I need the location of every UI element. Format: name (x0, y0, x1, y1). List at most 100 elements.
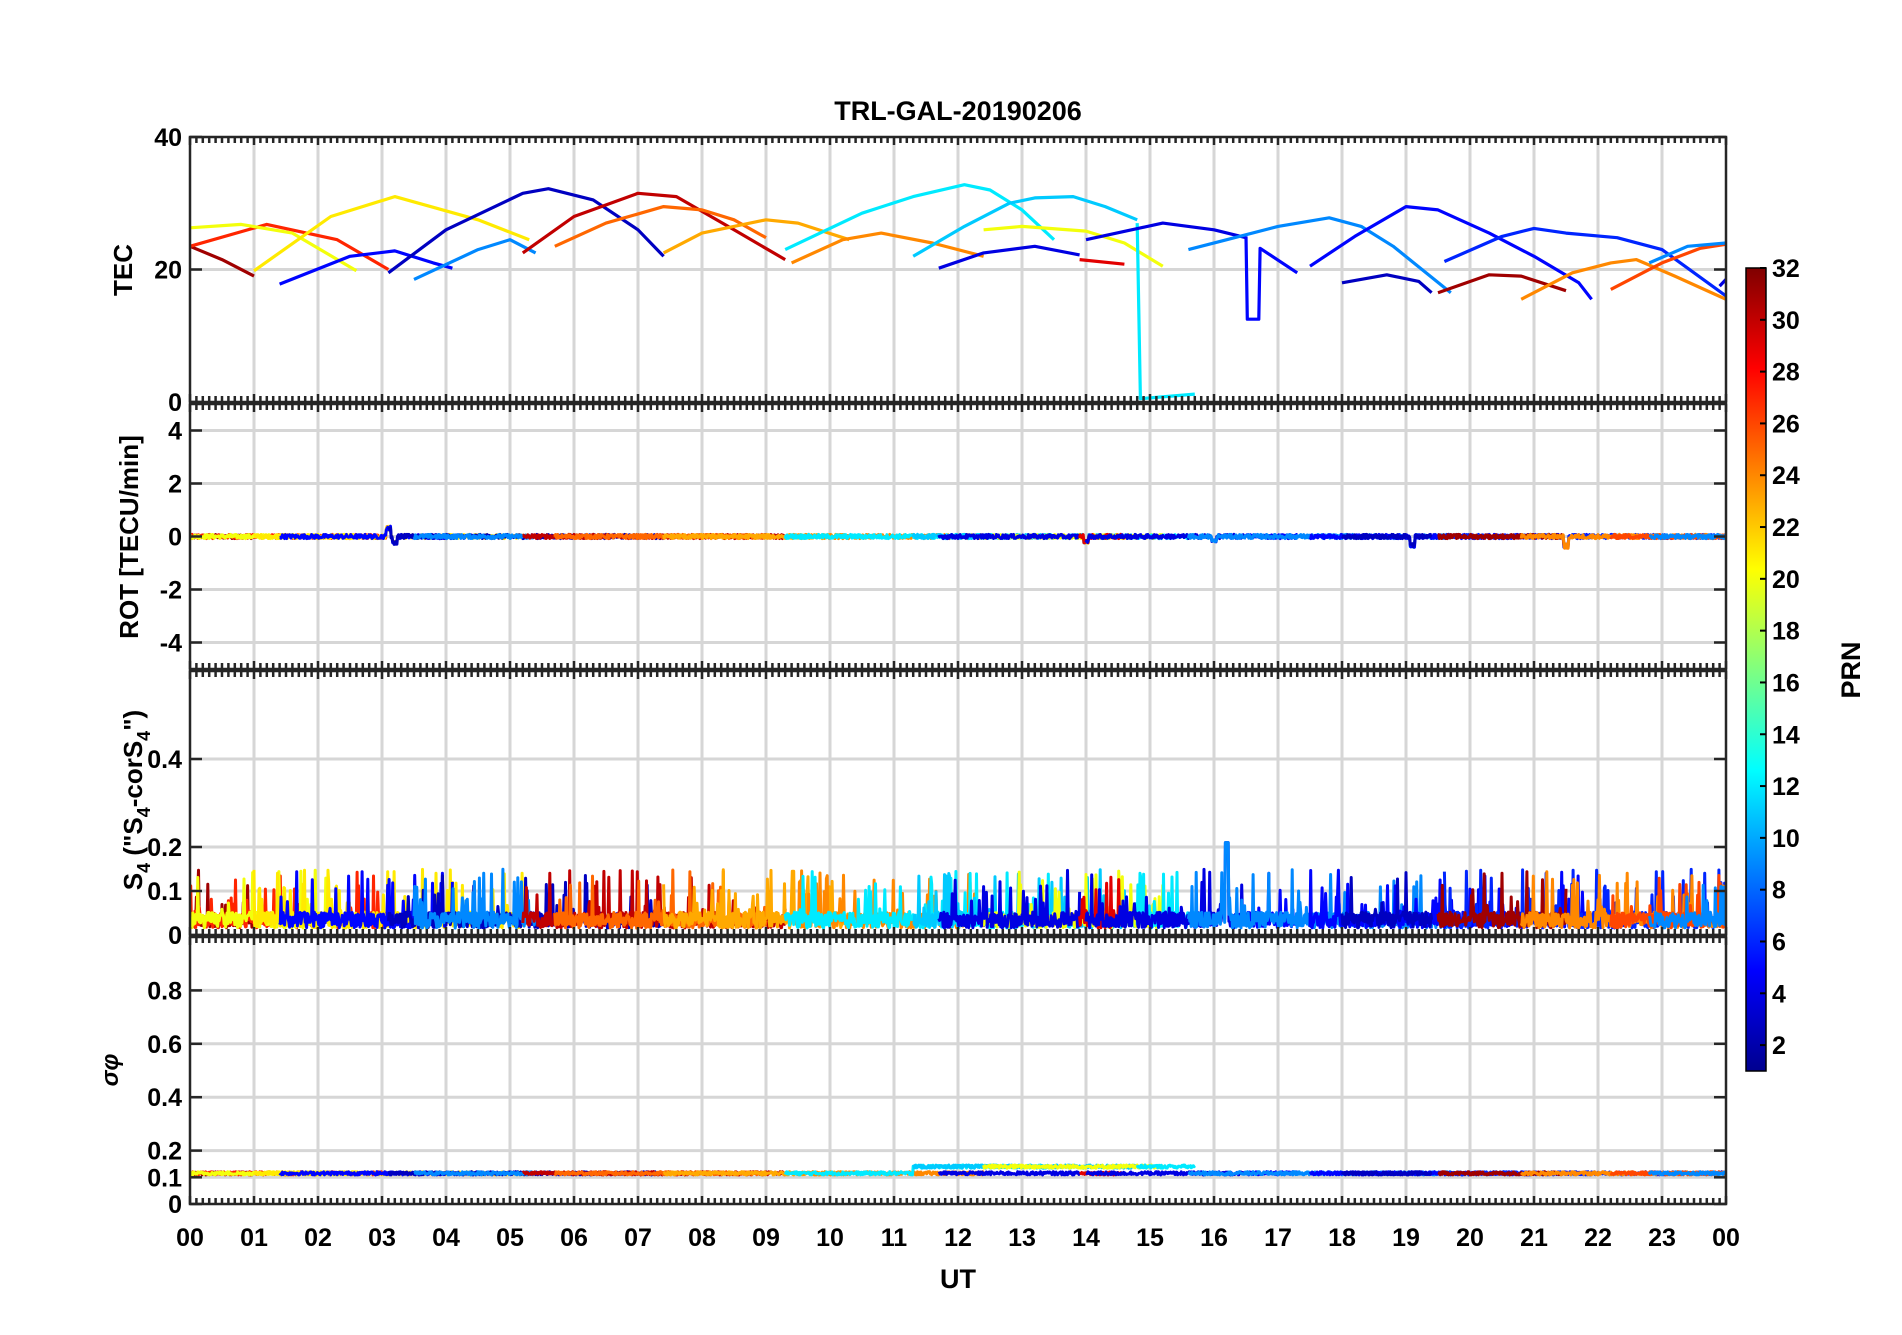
tec-series-line (190, 222, 358, 273)
rot-series-line (412, 532, 537, 541)
x-tick-label: 09 (752, 1224, 780, 1252)
colorbar-tick-label: 6 (1772, 928, 1786, 956)
s4-series-line (1647, 883, 1726, 930)
x-tick-label: 22 (1584, 1224, 1612, 1252)
tec-series-line (1610, 242, 1726, 291)
panel-tec-data (190, 183, 1726, 401)
tec-ylabel: TEC (108, 244, 138, 296)
tec-series-line (521, 191, 787, 261)
x-tick-label: 23 (1648, 1224, 1676, 1252)
tec-series-line (784, 183, 1056, 252)
sigma_phi-series-line (937, 1170, 1081, 1177)
y-tick-label: 0.6 (147, 1031, 182, 1059)
colorbar-tick-label: 30 (1772, 307, 1800, 335)
s4-ylabel: S4 ("S4-corS4") (118, 710, 154, 890)
tec-series-line (1188, 216, 1452, 294)
y-tick-label: 0 (168, 1191, 182, 1219)
x-tick-label: 00 (176, 1224, 204, 1252)
colorbar-tick-label: 10 (1772, 825, 1800, 853)
colorbar-tick-label: 12 (1772, 773, 1800, 801)
rot-ylabel: ROT [TECU/min] (114, 435, 144, 639)
x-tick-label: 08 (688, 1224, 716, 1252)
colorbar-tick-label: 8 (1772, 877, 1786, 905)
colorbar-tick-label: 32 (1772, 255, 1800, 283)
colorbar-tick-label: 22 (1772, 514, 1800, 542)
x-tick-label: 04 (432, 1224, 460, 1252)
tec-series-line (1244, 236, 1299, 321)
x-tick-label: 18 (1328, 1224, 1356, 1252)
x-tick-label: 11 (881, 1224, 908, 1252)
tec-series-line (662, 218, 850, 255)
x-tick-label: 15 (1136, 1224, 1164, 1252)
tec-series-line (912, 195, 1138, 258)
x-tick-label: 05 (496, 1224, 524, 1252)
s4-series-line (412, 867, 538, 930)
sigma_phi-series-line (413, 1170, 538, 1177)
rot-series-line (1648, 532, 1726, 541)
colorbar-tick-label: 20 (1772, 566, 1800, 594)
tec-series-line (1085, 221, 1247, 242)
rot-series-line (937, 532, 1082, 541)
x-tick-label: 19 (1392, 1224, 1420, 1252)
y-tick-label: 0 (168, 389, 182, 417)
panel-sigma_phi-data (190, 1163, 1726, 1177)
x-tick-label: 02 (304, 1224, 332, 1252)
sigma_phi-series-line (982, 1163, 1164, 1170)
x-tick-label: 06 (560, 1224, 588, 1252)
sigma_phi-series-line (1135, 1163, 1196, 1170)
sigma_phi-series-line (1340, 1170, 1433, 1177)
y-tick-label: -2 (160, 577, 182, 605)
x-tick-label: 03 (368, 1224, 396, 1252)
chart-title: TRL-GAL-20190206 (834, 96, 1082, 126)
colorbar-tick-label: 2 (1772, 1032, 1786, 1060)
x-tick-label: 01 (240, 1224, 268, 1252)
y-tick-label: 0 (168, 524, 182, 552)
tec-series-line (938, 244, 1080, 270)
s4-series-line (1340, 871, 1434, 930)
y-tick-label: 40 (154, 124, 182, 152)
colorbar-tick-label: 14 (1772, 721, 1800, 749)
tec-series-line (253, 195, 530, 273)
colorbar-tick-label: 18 (1772, 618, 1800, 646)
y-tick-label: 0.2 (147, 1138, 182, 1166)
colorbar-tick-label: 28 (1772, 359, 1800, 387)
y-tick-label: -4 (160, 630, 182, 658)
tec-series-line (554, 205, 767, 248)
tec-series-line (1648, 241, 1726, 265)
x-tick-label: 14 (1072, 1224, 1100, 1252)
colorbar-tick-label: 16 (1772, 669, 1800, 697)
tec-series-line (1443, 226, 1726, 298)
sigma_phi-series-line (1437, 1170, 1567, 1177)
x-tick-label: 20 (1456, 1224, 1484, 1252)
x-axis-label: UT (940, 1264, 976, 1294)
tec-series-line (1079, 258, 1125, 266)
axes-layer: 02040-4-202400.10.20.400.10.20.40.60.800… (147, 124, 1740, 1252)
tec-series-line (387, 187, 665, 275)
rot-series-line (1341, 532, 1433, 549)
tec-series-line (1520, 258, 1726, 301)
x-tick-label: 12 (944, 1224, 972, 1252)
x-tick-label: 21 (1520, 1224, 1548, 1252)
tec-series-line (1309, 205, 1593, 301)
colorbar-tick-label: 26 (1772, 410, 1800, 438)
y-tick-label: 0 (168, 922, 182, 950)
y-tick-label: 4 (168, 418, 182, 446)
colorbar-tick-label: 4 (1772, 980, 1786, 1008)
panel-s4-data (190, 841, 1726, 930)
y-tick-label: 0.1 (147, 878, 182, 906)
data-layer (190, 183, 1726, 1177)
y-tick-label: 0.4 (147, 746, 182, 774)
x-tick-label: 16 (1200, 1224, 1228, 1252)
x-tick-label: 00 (1712, 1224, 1740, 1252)
y-tick-label: 20 (154, 257, 182, 285)
x-tick-label: 07 (624, 1224, 652, 1252)
tec-series-line (1437, 273, 1567, 295)
grid-layer (190, 137, 1726, 1204)
tec-series-line (190, 244, 255, 278)
y-tick-label: 0.8 (147, 977, 182, 1005)
x-tick-label: 13 (1008, 1224, 1036, 1252)
s4-series-line (937, 868, 1082, 930)
colorbar-label: PRN (1836, 641, 1866, 698)
